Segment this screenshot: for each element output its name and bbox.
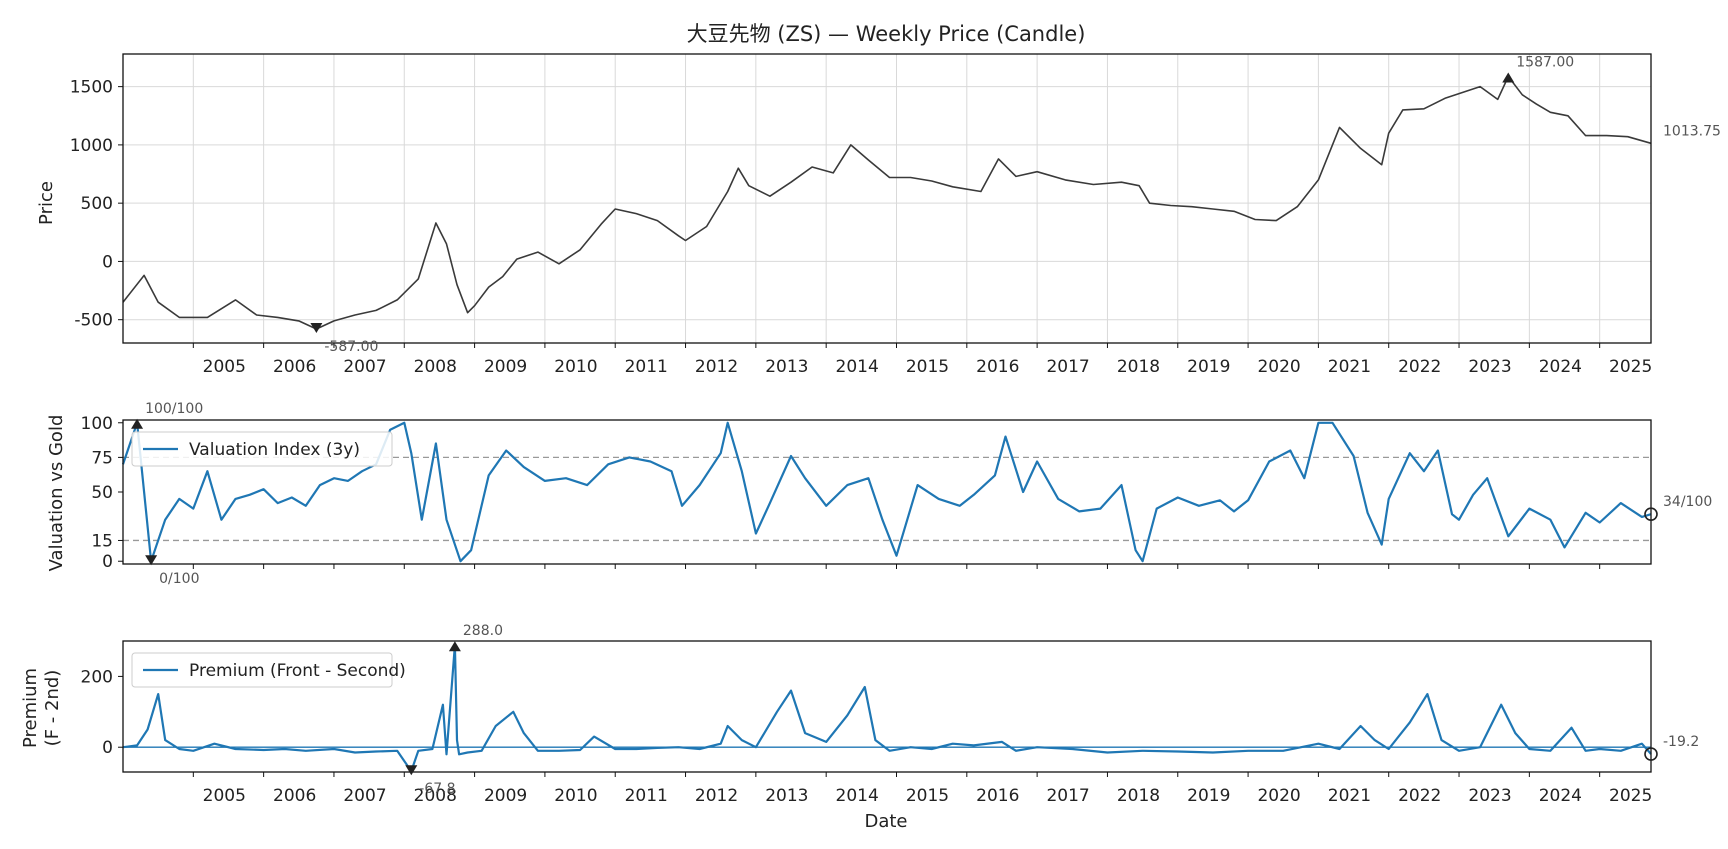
premium-panel: 0 200 2005 2006 2007 2008 2009 2010 2011 2012 2013… — [81, 623, 1700, 806]
y-tick-label: -500 — [74, 311, 113, 331]
x-tick-label: 2022 — [1398, 357, 1441, 377]
x-tick-label: 2011 — [625, 786, 668, 806]
x-tick-label: 2006 — [273, 357, 316, 377]
x-tick-label: 2009 — [484, 786, 527, 806]
x-tick-label: 2025 — [1609, 357, 1652, 377]
valuation-axis-label: Valuation vs Gold — [46, 415, 67, 572]
last-value-annotation: 1013.75 — [1663, 123, 1721, 139]
x-tick-label: 2019 — [1187, 357, 1230, 377]
series-line — [122, 644, 1652, 773]
y-tick-label: 75 — [91, 448, 113, 468]
y-tick-label: 500 — [81, 194, 113, 214]
x-tick-label: 2024 — [1539, 786, 1582, 806]
x-tick-label: 2013 — [765, 786, 808, 806]
series-line — [121, 421, 1652, 563]
x-tick-label: 2014 — [836, 786, 879, 806]
max-marker — [448, 641, 461, 652]
x-tick-label: 2015 — [906, 786, 949, 806]
price-line — [122, 75, 1652, 330]
y-tick-label: 1500 — [70, 78, 113, 98]
max-marker — [1502, 72, 1515, 83]
x-tick-label: 2005 — [203, 786, 246, 806]
x-tick-label: 2010 — [554, 786, 597, 806]
y-tick-label: 0 — [102, 252, 113, 272]
x-tick-label: 2011 — [625, 357, 668, 377]
min-marker — [310, 323, 323, 334]
x-tick-label: 2018 — [1117, 786, 1160, 806]
y-tick-label: 200 — [81, 667, 113, 687]
last-value-marker — [1644, 747, 1658, 761]
x-tick-label: 2008 — [414, 786, 457, 806]
min-annotation: -67.8 — [419, 781, 455, 797]
max-annotation: 100/100 — [145, 401, 203, 417]
premium-axis-label: Premium(F - 2nd) — [20, 668, 63, 748]
last-value-annotation: -19.2 — [1663, 734, 1699, 750]
x-tick-label: 2014 — [836, 357, 879, 377]
last-value-marker — [1644, 507, 1658, 521]
x-tick-label: 2006 — [273, 786, 316, 806]
y-tick-label: 1000 — [70, 136, 113, 156]
x-tick-label: 2021 — [1328, 357, 1371, 377]
x-tick-label: 2015 — [906, 357, 949, 377]
x-tick-label: 2017 — [1046, 357, 1089, 377]
x-tick-label: 2020 — [1257, 786, 1300, 806]
plot-frame — [122, 53, 1652, 344]
legend-box — [131, 652, 393, 688]
x-tick-label: 2016 — [976, 786, 1019, 806]
x-tick-label: 2022 — [1398, 786, 1441, 806]
x-tick-label: 2010 — [554, 357, 597, 377]
min-annotation: -587.00 — [324, 339, 378, 355]
x-tick-label: 2018 — [1117, 357, 1160, 377]
min-marker — [145, 555, 158, 566]
x-tick-label: 2017 — [1046, 786, 1089, 806]
y-tick-label: 0 — [102, 552, 113, 572]
x-tick-label: 2009 — [484, 357, 527, 377]
x-tick-label: 2007 — [343, 357, 386, 377]
x-tick-label: 2023 — [1468, 357, 1511, 377]
x-tick-label: 2012 — [695, 786, 738, 806]
chart-title: 大豆先物 (ZS) — Weekly Price (Candle) — [687, 22, 1086, 46]
last-value-annotation: 34/100 — [1663, 494, 1712, 510]
valuation-panel: 015 50 75 100 100/100 0/100 34/100 Valuation In… — [81, 401, 1713, 587]
x-tick-label: 2024 — [1539, 357, 1582, 377]
max-annotation: 288.0 — [463, 623, 503, 639]
price-panel: -500 0 500 1000 1500 2005 2006 2007 2008 2009 2010… — [70, 53, 1721, 377]
max-annotation: 1587.00 — [1516, 54, 1574, 70]
x-tick-label: 2016 — [976, 357, 1019, 377]
price-axis-label: Price — [36, 181, 57, 225]
plot-frame — [122, 640, 1652, 773]
legend-box — [131, 431, 393, 467]
y-tick-label: 0 — [102, 738, 113, 758]
x-tick-label: 2023 — [1468, 786, 1511, 806]
x-tick-label: 2012 — [695, 357, 738, 377]
min-annotation: 0/100 — [159, 571, 199, 587]
x-tick-label: 2007 — [343, 786, 386, 806]
legend-label: Valuation Index (3y) — [189, 440, 360, 460]
y-tick-label: 15 — [91, 531, 113, 551]
x-tick-label: 2021 — [1328, 786, 1371, 806]
x-tick-label: 2013 — [765, 357, 808, 377]
max-marker — [131, 418, 144, 429]
x-tick-label: 2005 — [203, 357, 246, 377]
legend-label: Premium (Front - Second) — [189, 661, 406, 681]
x-tick-label: 2008 — [414, 357, 457, 377]
x-tick-label: 2025 — [1609, 786, 1652, 806]
x-tick-label: 2020 — [1257, 357, 1300, 377]
date-axis-label: Date — [864, 811, 907, 832]
min-marker — [405, 765, 418, 776]
y-tick-label: 50 — [91, 483, 113, 503]
x-tick-label: 2019 — [1187, 786, 1230, 806]
y-tick-label: 100 — [81, 414, 113, 434]
